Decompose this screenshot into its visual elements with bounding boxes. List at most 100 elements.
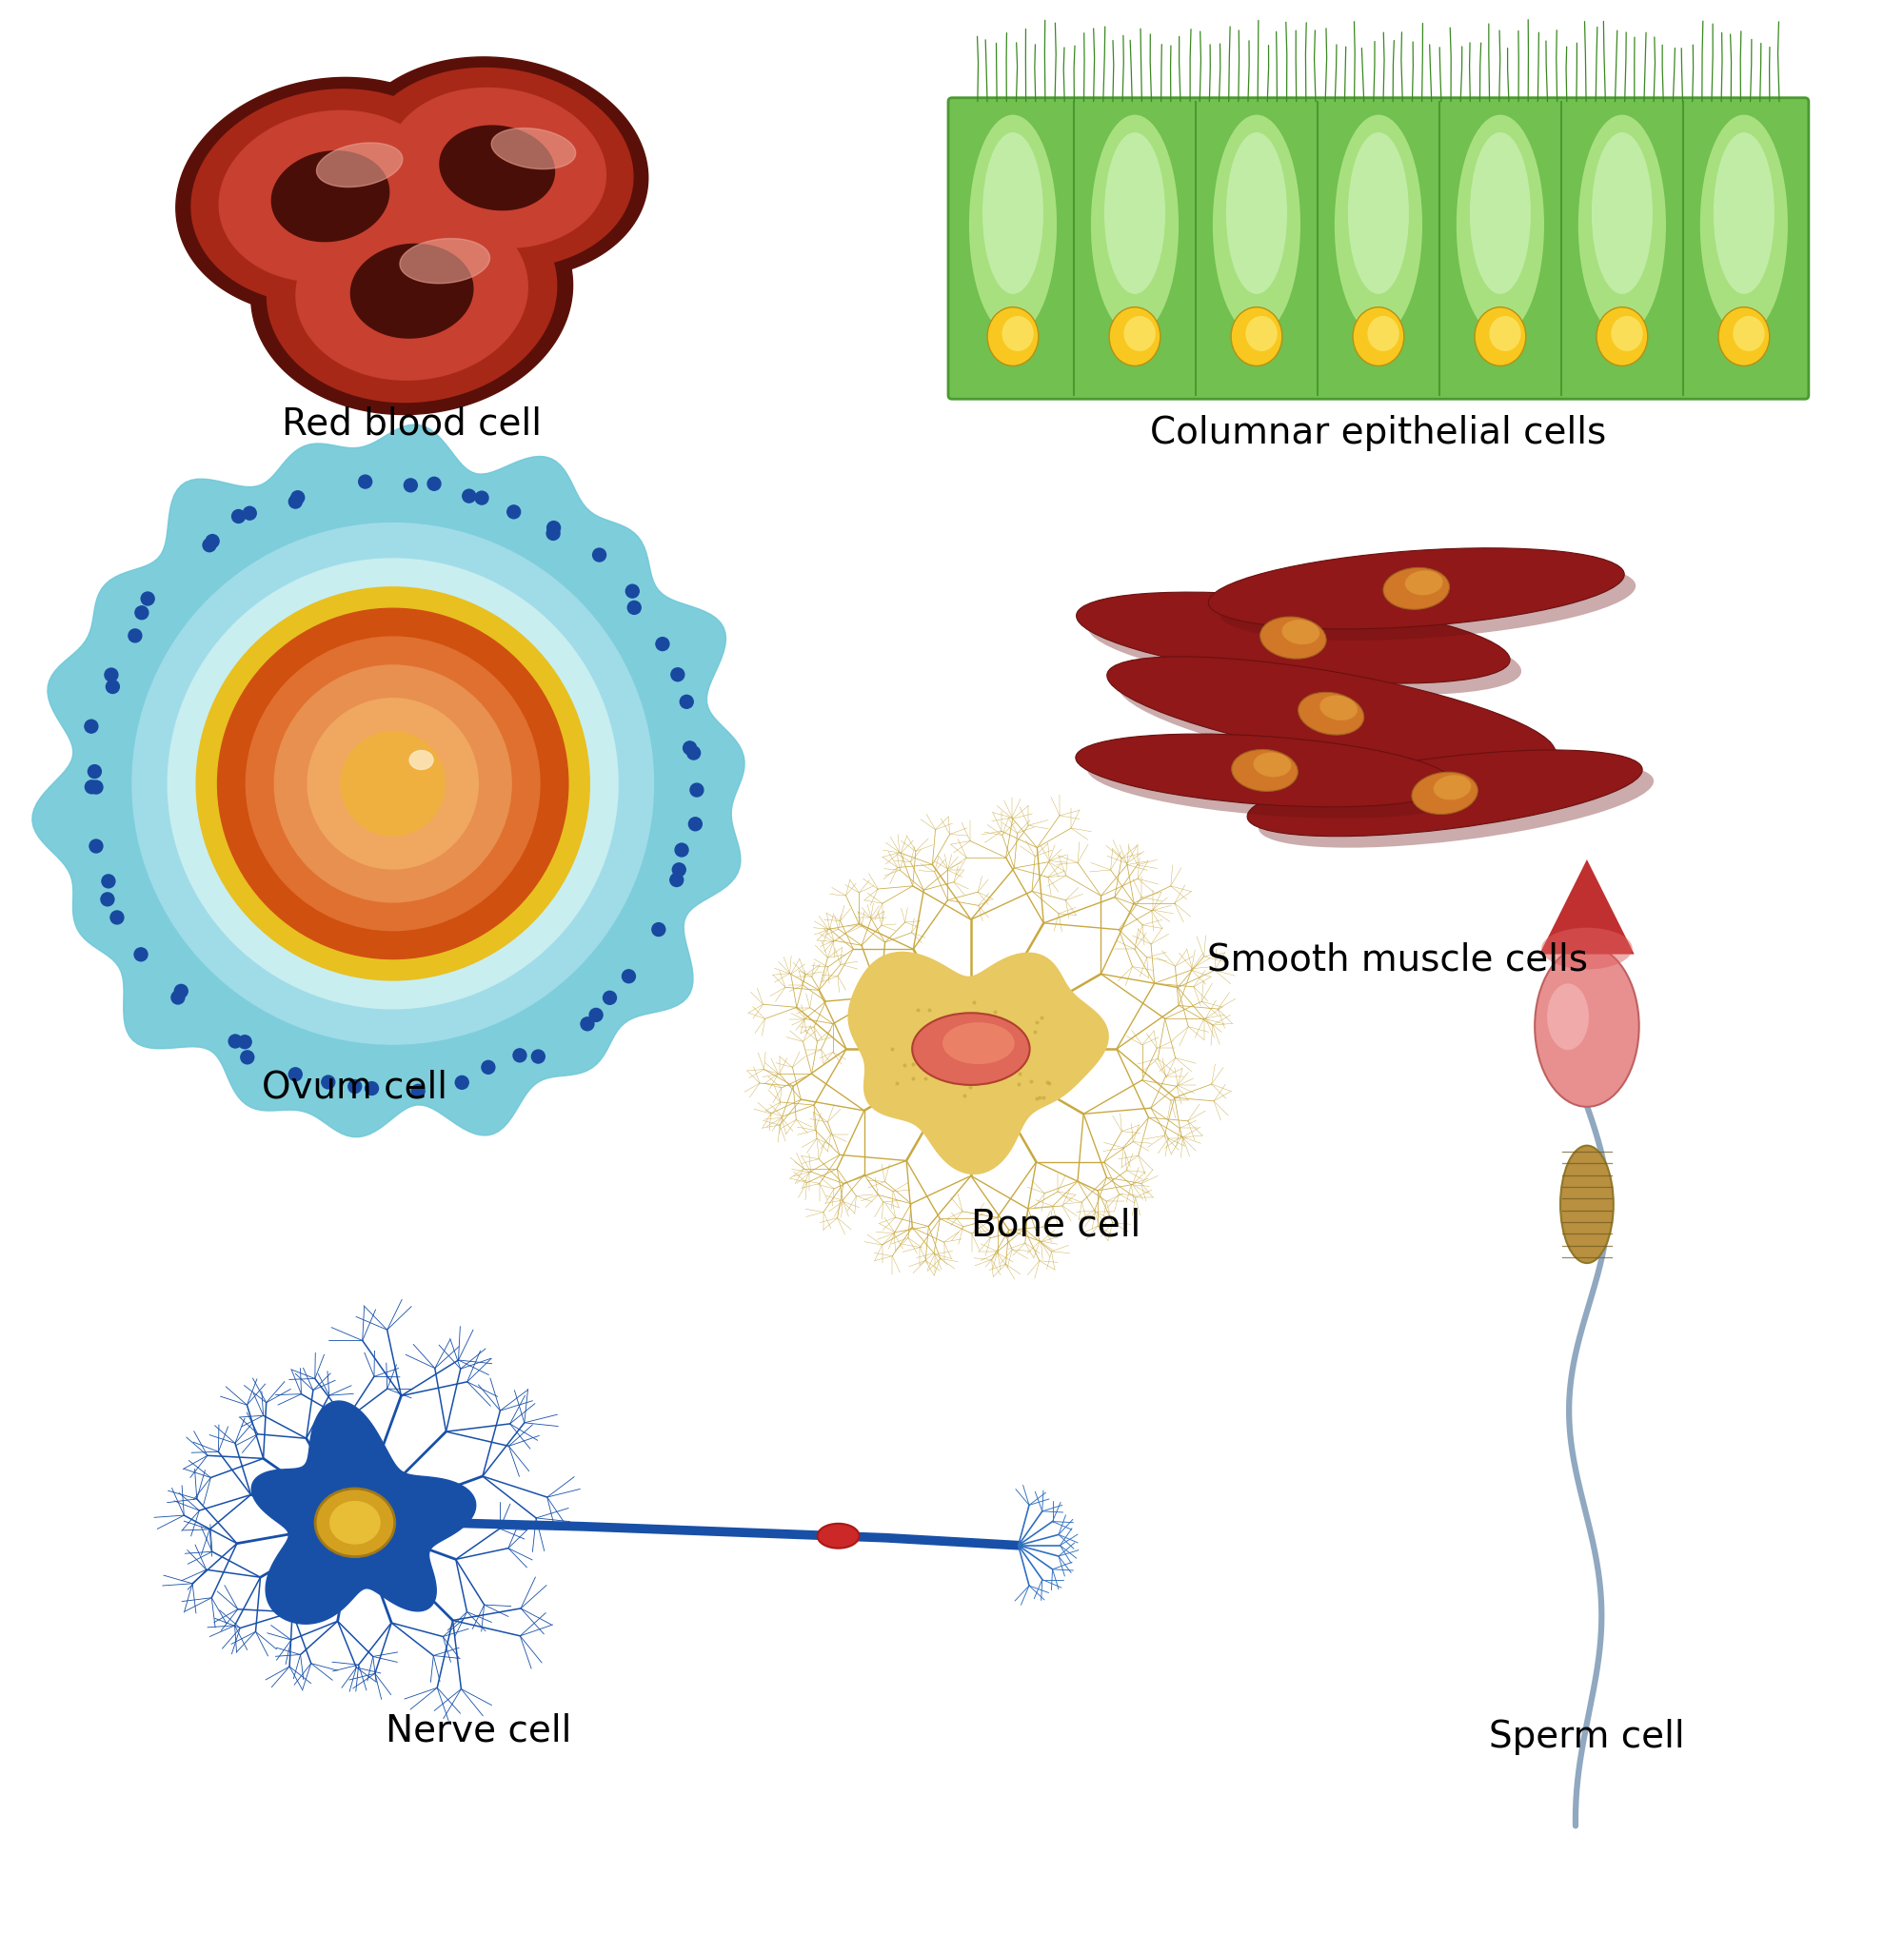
Polygon shape (362, 70, 632, 269)
Ellipse shape (329, 1501, 381, 1545)
Ellipse shape (1470, 133, 1531, 294)
Ellipse shape (1281, 621, 1319, 646)
Ellipse shape (1259, 762, 1655, 849)
Ellipse shape (817, 1524, 859, 1549)
Circle shape (105, 669, 118, 683)
Circle shape (411, 1085, 425, 1099)
Ellipse shape (1213, 116, 1300, 337)
Ellipse shape (1076, 594, 1510, 685)
Ellipse shape (1110, 308, 1160, 367)
Circle shape (455, 1077, 468, 1089)
Ellipse shape (1091, 116, 1179, 337)
Circle shape (512, 1048, 526, 1062)
Circle shape (626, 586, 640, 598)
Ellipse shape (1247, 750, 1643, 837)
Ellipse shape (1106, 658, 1556, 772)
Ellipse shape (1611, 317, 1643, 352)
Ellipse shape (1411, 774, 1478, 814)
Circle shape (581, 1017, 594, 1031)
Circle shape (131, 524, 653, 1044)
Circle shape (89, 839, 103, 853)
Circle shape (101, 874, 114, 888)
Polygon shape (267, 180, 556, 402)
Text: Smooth muscle cells: Smooth muscle cells (1207, 942, 1588, 977)
Polygon shape (316, 143, 402, 188)
Ellipse shape (1319, 696, 1358, 721)
Ellipse shape (1335, 116, 1422, 337)
Ellipse shape (1002, 317, 1034, 352)
Circle shape (135, 607, 149, 621)
Circle shape (348, 1081, 362, 1093)
Ellipse shape (1405, 571, 1443, 596)
Circle shape (463, 489, 476, 503)
Ellipse shape (1578, 116, 1666, 337)
Ellipse shape (1592, 133, 1653, 294)
Ellipse shape (1367, 317, 1399, 352)
Ellipse shape (1220, 561, 1636, 640)
Circle shape (232, 511, 246, 524)
Ellipse shape (942, 1023, 1015, 1064)
Circle shape (676, 843, 689, 857)
Circle shape (246, 638, 539, 930)
Text: Sperm cell: Sperm cell (1489, 1717, 1685, 1754)
Circle shape (689, 783, 703, 797)
Ellipse shape (988, 308, 1038, 367)
Ellipse shape (1489, 317, 1521, 352)
Circle shape (628, 601, 642, 615)
Polygon shape (251, 1402, 476, 1625)
Circle shape (238, 1037, 251, 1048)
Text: Ovum cell: Ovum cell (263, 1068, 447, 1104)
Polygon shape (491, 130, 575, 170)
Circle shape (590, 1010, 604, 1021)
Circle shape (128, 630, 141, 642)
Ellipse shape (1087, 747, 1466, 818)
Ellipse shape (1561, 1147, 1613, 1263)
Circle shape (687, 747, 701, 760)
Ellipse shape (1382, 569, 1449, 609)
Circle shape (623, 971, 636, 982)
Circle shape (670, 669, 684, 683)
Polygon shape (295, 203, 527, 381)
Circle shape (206, 536, 219, 549)
Circle shape (476, 491, 487, 505)
Circle shape (107, 681, 120, 694)
Ellipse shape (1226, 133, 1287, 294)
Ellipse shape (409, 750, 434, 770)
Circle shape (592, 549, 605, 563)
Circle shape (672, 864, 685, 876)
Ellipse shape (1597, 308, 1647, 367)
Circle shape (291, 491, 305, 505)
Circle shape (244, 507, 257, 520)
Ellipse shape (1087, 603, 1521, 696)
Circle shape (322, 1075, 335, 1089)
Circle shape (531, 1050, 545, 1064)
Polygon shape (175, 79, 486, 315)
Polygon shape (272, 153, 388, 242)
Circle shape (604, 992, 617, 1006)
Polygon shape (388, 89, 605, 248)
Circle shape (141, 592, 154, 605)
Circle shape (171, 992, 185, 1004)
Ellipse shape (1076, 735, 1455, 808)
Circle shape (404, 480, 417, 493)
Ellipse shape (1714, 133, 1775, 294)
Ellipse shape (1299, 692, 1363, 735)
Circle shape (684, 743, 697, 754)
Ellipse shape (1548, 984, 1588, 1050)
Circle shape (204, 540, 215, 553)
Circle shape (308, 698, 478, 870)
Ellipse shape (1700, 116, 1788, 337)
Ellipse shape (1260, 617, 1327, 659)
Ellipse shape (1457, 116, 1544, 337)
Circle shape (689, 818, 703, 832)
Polygon shape (440, 126, 554, 211)
Ellipse shape (1209, 549, 1624, 630)
Polygon shape (849, 953, 1108, 1174)
Circle shape (482, 1062, 495, 1073)
Ellipse shape (1542, 928, 1632, 969)
Circle shape (341, 733, 446, 835)
Ellipse shape (1434, 776, 1472, 801)
Circle shape (110, 911, 124, 924)
Circle shape (289, 1068, 303, 1081)
Ellipse shape (1245, 317, 1278, 352)
